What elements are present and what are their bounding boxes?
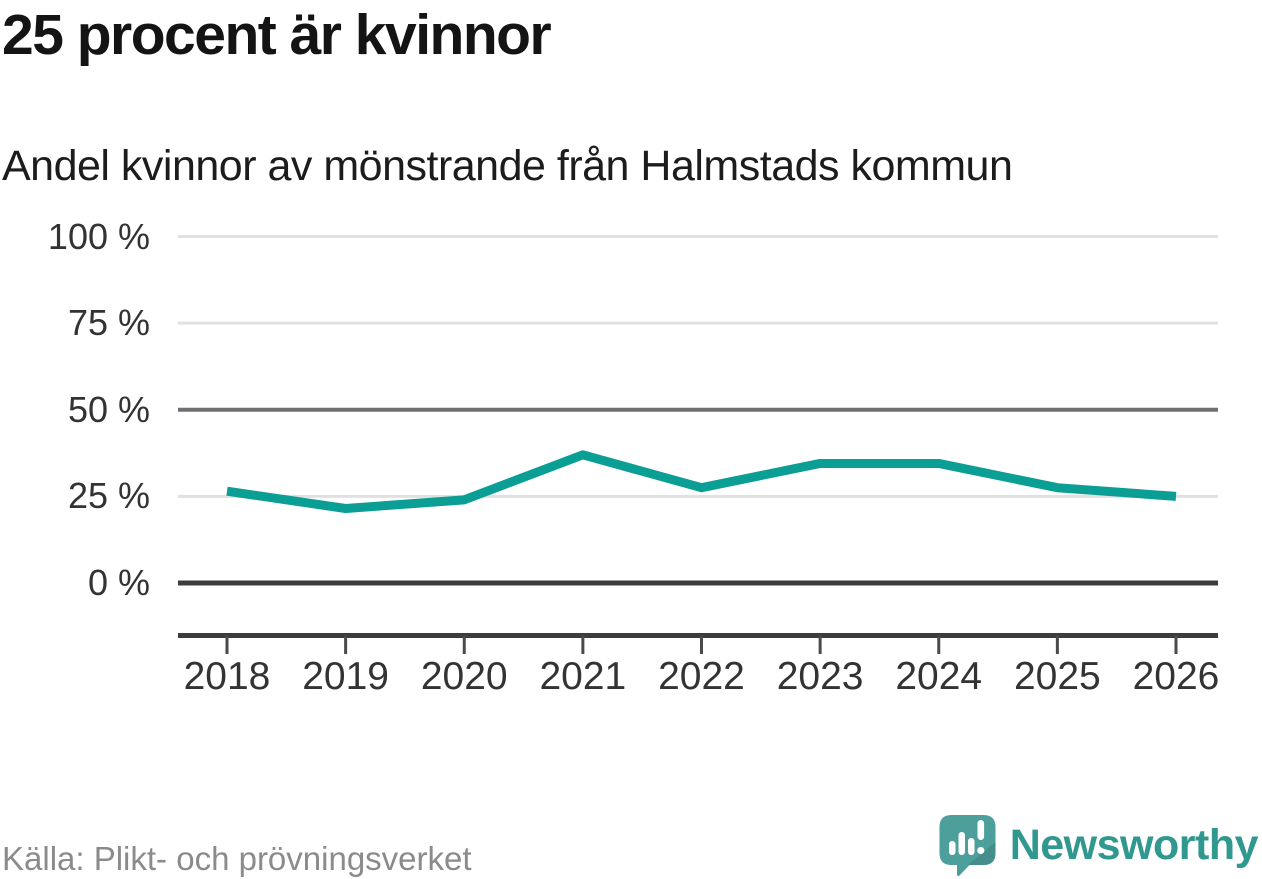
logo-exclamation-dot [976, 846, 985, 855]
newsworthy-logo: Newsworthy [937, 813, 1259, 877]
data-line [226, 450, 1177, 514]
brand-wordmark: Newsworthy [1009, 821, 1259, 869]
newsworthy-speech-bubble-bars-icon [939, 815, 996, 877]
chart-title: 25 procent är kvinnor [2, 3, 552, 67]
logo-exclamation-stroke [977, 820, 984, 840]
chart-subtitle: Andel kvinnor av mönstrande från Halmsta… [2, 142, 1013, 190]
logo-bubble-shape [939, 815, 996, 877]
logo-bar-2 [958, 832, 965, 855]
logo-bar-1 [948, 841, 956, 855]
logo-bar-3 [967, 838, 975, 855]
source-label: Källa: Plikt- och prövningsverket [2, 840, 472, 877]
